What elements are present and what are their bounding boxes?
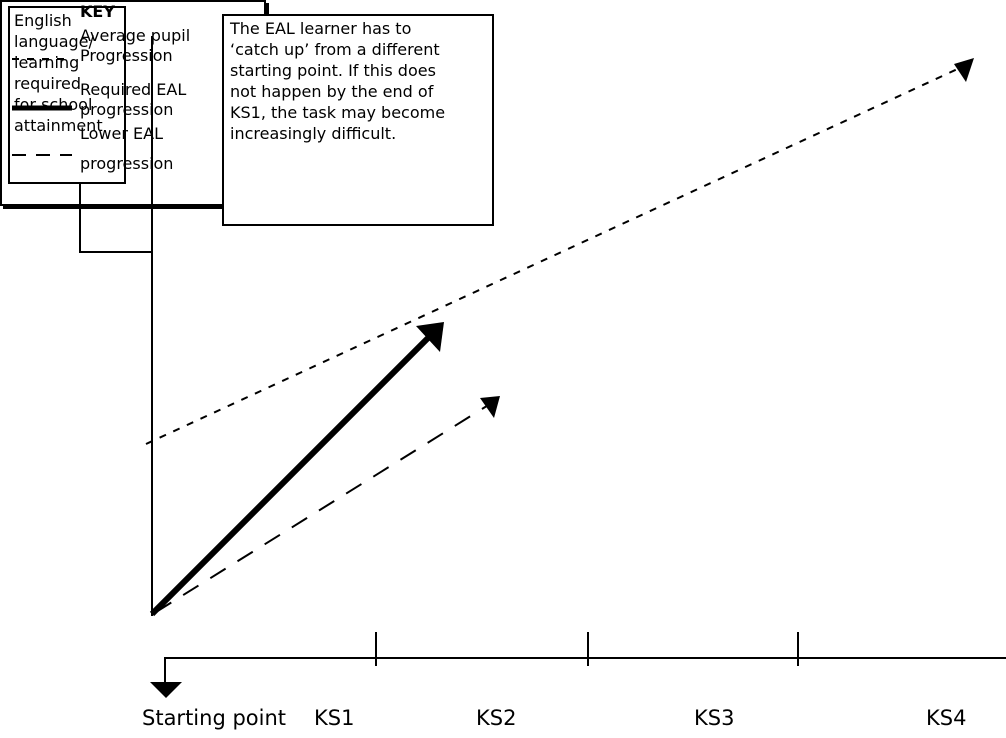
note-box: The EAL learner has to ‘catch up’ from a… <box>222 14 494 226</box>
key-sample-long-dash <box>12 154 72 156</box>
start-arrowhead <box>150 682 182 698</box>
x-label-start: Starting point <box>142 706 287 730</box>
average-pupil-line <box>145 65 965 445</box>
note-line: starting point. If this does <box>230 61 436 80</box>
key-title: KEY <box>80 2 115 21</box>
key-item-lower-line1: Lower EAL <box>80 124 163 143</box>
y-label-line: required <box>14 74 82 93</box>
x-label-ks3: KS3 <box>694 706 735 730</box>
note-line: KS1, the task may become <box>230 103 446 122</box>
note-line: increasingly difficult. <box>230 124 397 143</box>
lower-eal-arrowhead <box>480 396 500 418</box>
key-item-required-line2: progression <box>80 100 174 119</box>
lower-eal-line <box>155 403 491 613</box>
y-label-line: English <box>14 11 72 30</box>
y-label-line: attainment <box>14 116 103 135</box>
y-label-connector <box>79 184 152 253</box>
x-label-ks4: KS4 <box>926 706 967 730</box>
required-eal-arrowhead <box>416 322 444 352</box>
key-item-average-line2: Progression <box>80 46 173 65</box>
note-line: The EAL learner has to <box>230 19 412 38</box>
required-eal-line <box>149 331 435 617</box>
key-item-lower-line2: progression <box>80 154 174 173</box>
x-label-ks1: KS1 <box>314 706 355 730</box>
key-item-average-line1: Average pupil <box>80 26 191 45</box>
key-sample-thick-solid <box>12 105 72 111</box>
y-label-line: language/ <box>14 32 94 51</box>
y-label-line: learning <box>14 53 80 72</box>
note-line: ‘catch up’ from a different <box>230 40 440 59</box>
x-label-ks2: KS2 <box>476 706 517 730</box>
note-line: not happen by the end of <box>230 82 434 101</box>
key-item-required-line1: Required EAL <box>80 80 187 99</box>
key-sample-short-dash <box>12 58 72 60</box>
average-pupil-arrowhead <box>954 58 974 82</box>
